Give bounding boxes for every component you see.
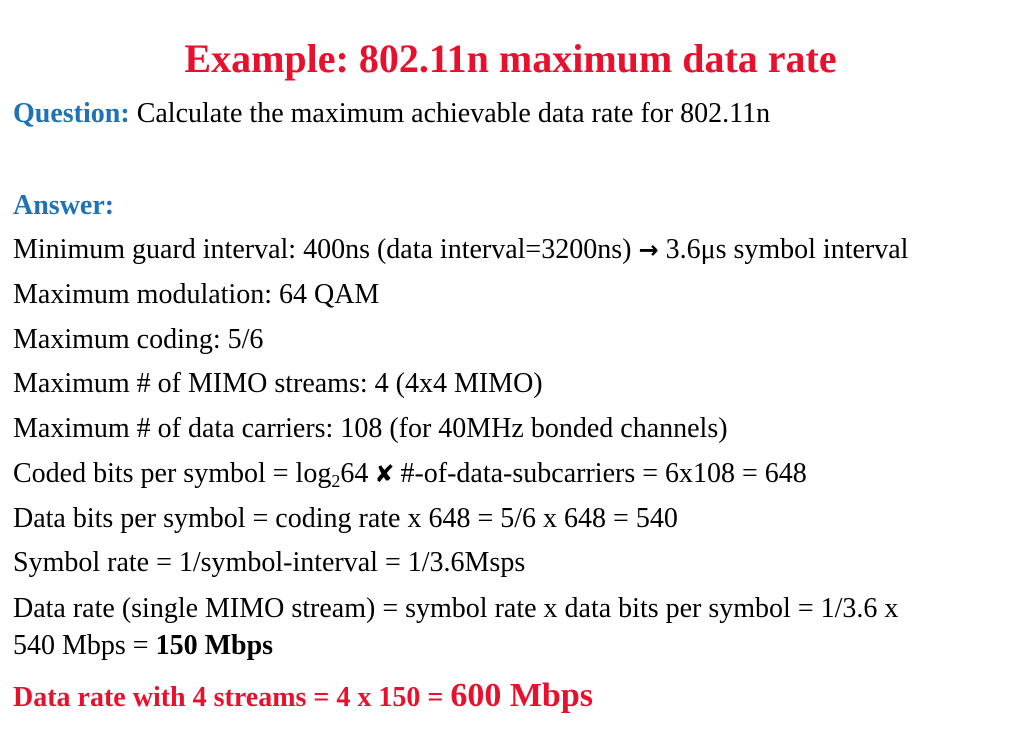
multiply-cross-icon: ✘ xyxy=(374,460,395,488)
question-line: Question: Calculate the maximum achievab… xyxy=(13,97,770,131)
data-rate-text: 540 Mbps = xyxy=(13,630,156,661)
question-text: Calculate the maximum achievable data ra… xyxy=(129,98,771,129)
guard-interval-line: Minimum guard interval: 400ns (data inte… xyxy=(13,233,908,267)
log-base-subscript: 2 xyxy=(331,471,341,491)
answer-label: Answer: xyxy=(13,190,115,221)
question-label: Question: xyxy=(13,98,130,129)
coded-bits-line: Coded bits per symbol = log264 ✘ #-of-data… xyxy=(13,457,807,491)
data-bits-line: Data bits per symbol = coding rate x 648… xyxy=(13,503,678,534)
final-result-value: 600 Mbps xyxy=(450,677,593,714)
slide-title: Example: 802.11n maximum data rate xyxy=(184,36,837,81)
mimo-streams-line: Maximum # of MIMO streams: 4 (4x4 MIMO) xyxy=(13,368,543,399)
symbol-interval-text: 3.6μs symbol interval xyxy=(658,234,909,265)
arrow-right-icon: → xyxy=(638,236,659,264)
symbol-rate-line: Symbol rate = 1/symbol-interval = 1/3.6M… xyxy=(13,547,526,578)
coding-line: Maximum coding: 5/6 xyxy=(13,324,264,355)
final-result-line: Data rate with 4 streams = 4 x 150 = 600… xyxy=(13,679,593,715)
data-carriers-line: Maximum # of data carriers: 108 (for 40M… xyxy=(13,413,728,444)
data-rate-line-2: 540 Mbps = 150 Mbps xyxy=(13,629,273,663)
final-result-text: Data rate with 4 streams = 4 x 150 = xyxy=(13,682,451,713)
coded-bits-text: Coded bits per symbol = log xyxy=(13,458,332,489)
guard-interval-text: Minimum guard interval: 400ns (data inte… xyxy=(13,234,639,265)
data-rate-line-1: Data rate (single MIMO stream) = symbol … xyxy=(13,593,899,624)
modulation-line: Maximum modulation: 64 QAM xyxy=(13,279,380,310)
subcarriers-text: #-of-data-subcarriers = 6x108 = 648 xyxy=(400,458,807,489)
coded-bits-value: 64 xyxy=(340,458,369,489)
single-stream-rate: 150 Mbps xyxy=(155,630,274,661)
